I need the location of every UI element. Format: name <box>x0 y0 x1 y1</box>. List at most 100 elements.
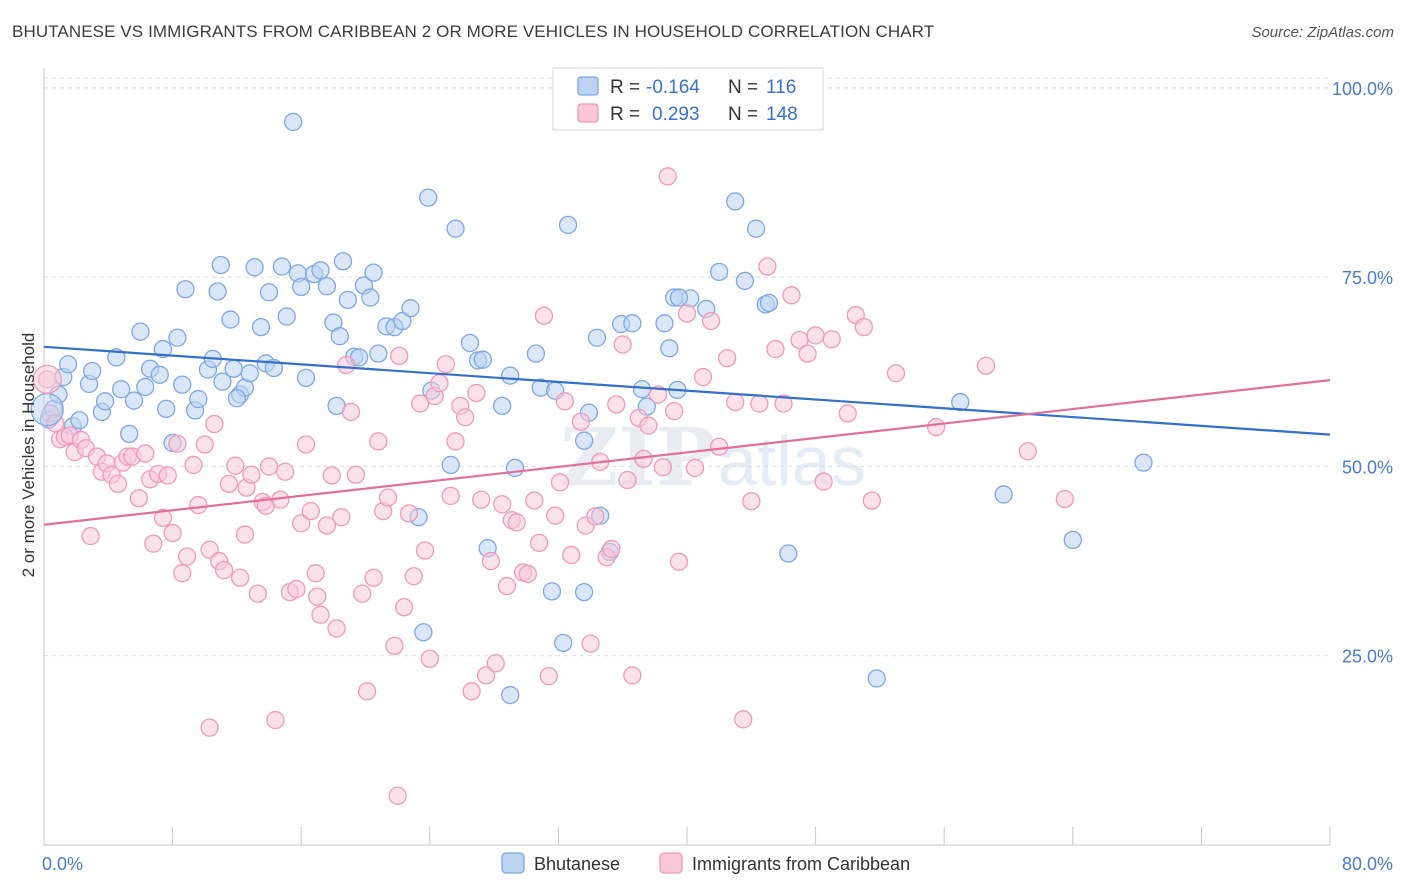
legend-n-value-bhutanese: 116 <box>766 77 796 98</box>
legend-n-label-caribbean: N = <box>728 104 758 125</box>
scatter-point <box>550 473 570 492</box>
scatter-point <box>648 385 668 404</box>
scatter-point <box>266 710 285 730</box>
scatter-point <box>240 364 259 383</box>
scatter-point <box>415 541 435 560</box>
scatter-point <box>867 669 886 688</box>
scatter-point <box>951 392 970 412</box>
scatter-point <box>525 491 544 510</box>
scatter-point <box>311 261 330 280</box>
scatter-point <box>558 215 578 235</box>
legend-swatch-bhutanese <box>577 76 599 96</box>
scatter-point <box>655 314 674 333</box>
scatter-point <box>308 587 327 606</box>
scatter-point <box>158 466 177 485</box>
legend-n-value-caribbean: 148 <box>766 104 798 125</box>
scatter-point <box>124 391 144 410</box>
scatter-point <box>664 402 684 421</box>
scatter-point <box>226 456 245 475</box>
scatter-point <box>83 361 102 381</box>
scatter-point <box>476 666 496 685</box>
scatter-point <box>322 466 341 485</box>
scatter-point <box>284 112 303 132</box>
scatter-point <box>693 367 713 387</box>
scatter-point <box>163 523 182 543</box>
scatter-point <box>632 380 652 399</box>
scatter-point <box>208 282 227 301</box>
scatter-point <box>486 654 505 673</box>
legend-r-label-bhutanese: R = <box>610 77 640 98</box>
scatter-point <box>70 411 89 430</box>
scatter-point <box>129 489 148 508</box>
scatter-point <box>441 455 460 475</box>
axes <box>43 68 1331 846</box>
scatter-point <box>177 547 197 566</box>
scatter-point <box>272 257 292 276</box>
scatter-point <box>394 598 414 617</box>
scatter-point <box>571 412 591 431</box>
series-legend: Bhutanese Immigrants from Caribbean <box>501 852 910 874</box>
scatter-point-large <box>32 364 62 395</box>
scatter-point <box>327 619 346 638</box>
scatter-point <box>399 504 419 523</box>
scatter-point <box>306 564 325 583</box>
scatter-point <box>259 283 279 302</box>
scatter-point <box>95 392 115 411</box>
scatter-point <box>227 389 247 408</box>
scatter-point <box>660 339 679 358</box>
series-legend-label-bhutanese: Bhutanese <box>534 854 620 874</box>
scatter-point <box>224 359 243 378</box>
scatter-point <box>766 339 785 359</box>
scatter-point <box>574 582 594 602</box>
scatter-point <box>759 293 779 313</box>
scatter-point <box>200 718 219 737</box>
scatter-point <box>317 516 337 535</box>
scatter-point <box>311 605 330 624</box>
scatter-point <box>446 432 465 451</box>
scatter-point <box>658 167 677 186</box>
series-caribbean <box>38 167 1074 805</box>
legend-swatch-caribbean <box>577 103 599 123</box>
scatter-point <box>586 507 605 526</box>
scatter-point <box>292 277 311 297</box>
scatter-point <box>248 584 267 603</box>
scatter-point <box>136 377 155 397</box>
scatter-point <box>441 486 460 506</box>
scatter-point <box>507 513 526 532</box>
scatter-point <box>108 474 128 493</box>
scatter-point <box>726 192 745 211</box>
scatter-point <box>131 322 150 341</box>
scatter-point <box>1055 489 1074 509</box>
scatter-point <box>481 551 501 571</box>
scatter-point <box>539 667 558 686</box>
scatter-point <box>505 458 525 478</box>
scatter-point <box>555 392 574 411</box>
trend-lines <box>43 345 1331 526</box>
scatter-point <box>542 582 562 601</box>
scatter-point <box>467 383 486 403</box>
scatter-point <box>150 365 169 384</box>
trend-line-bhutanese <box>43 345 1331 436</box>
scatter-point <box>758 257 777 276</box>
scatter-point <box>219 474 239 493</box>
scatter-point <box>205 414 224 434</box>
scatter-point <box>669 552 689 571</box>
y-axis-label: 2 or more Vehicles in Household <box>19 333 38 578</box>
scatter-point <box>214 561 234 580</box>
scatter-point <box>301 501 320 521</box>
stats-legend: R = -0.164 N = 116 R = 0.293 N = 148 <box>552 67 824 131</box>
legend-r-value-bhutanese: -0.164 <box>646 77 700 98</box>
scatter-point <box>862 491 882 510</box>
scatter-point <box>710 437 729 456</box>
scatter-point <box>168 328 187 347</box>
scatter-point <box>735 271 755 291</box>
scatter-point <box>211 255 230 275</box>
scatter-point <box>221 310 240 329</box>
scatter-point <box>107 348 126 367</box>
scatter-point <box>446 219 465 238</box>
scatter-point <box>411 394 430 413</box>
data-points <box>30 112 1153 805</box>
scatter-point <box>346 465 366 484</box>
scatter-point <box>112 380 131 399</box>
